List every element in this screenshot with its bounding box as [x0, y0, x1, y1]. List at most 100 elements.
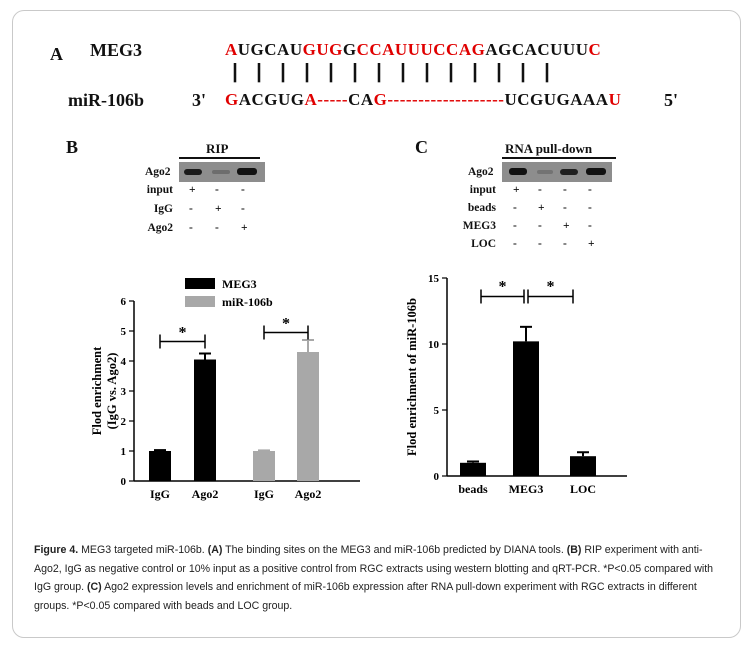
pulldown-band-label: Ago2: [468, 166, 494, 178]
rip-blot-image: [179, 162, 265, 182]
y-tick-label: 3: [121, 386, 127, 398]
meg3-segment: UGCAU: [237, 40, 303, 59]
figure-caption: Figure 4. MEG3 targeted miR-106b. (A) Th…: [34, 541, 720, 615]
panel-c-letter: C: [415, 137, 428, 157]
significance-star: *: [179, 325, 187, 342]
mir106b-segment: U: [608, 90, 622, 109]
rip-row-label: input: [146, 184, 173, 196]
pulldown-lane-mark: -: [513, 220, 517, 232]
y-tick-label: 1: [121, 446, 127, 458]
mir106b-segment: ACGUG: [238, 90, 305, 109]
pulldown-lane-mark: -: [588, 202, 592, 214]
bar: [253, 451, 275, 481]
pulldown-row-label: beads: [467, 202, 496, 214]
y-tick-label: 10: [428, 339, 440, 351]
meg3-segment: C: [588, 40, 602, 59]
rip-row-label: Ago2: [147, 222, 173, 234]
bar: [149, 451, 171, 481]
pulldown-lane-mark: +: [563, 220, 570, 232]
y-tick-label: 5: [434, 405, 440, 417]
meg3-label: MEG3: [90, 40, 142, 60]
mir106b-segment: G-------------------: [373, 90, 505, 109]
caption-label-a: (A): [207, 544, 223, 556]
y-axis-title: Flod enrichment(IgG vs. Ago2): [90, 346, 119, 435]
meg3-sequence: AUGCAUGUGGCCAUUUCCAGAGCACUUUC: [225, 40, 601, 60]
bar: [460, 462, 486, 476]
rip-enrichment-chart: 0 1 2 3 4 5 6 Flod enrichment(IgG vs. Ago2) IgG A…: [90, 277, 360, 501]
bar: [194, 359, 216, 481]
pulldown-lane-mark: -: [538, 184, 542, 196]
x-tick-label: Ago2: [295, 487, 322, 501]
caption-text-4: Ago2 expression levels and enrichment of…: [34, 581, 697, 612]
meg3-segment: C: [356, 40, 370, 59]
significance-star: *: [282, 316, 290, 333]
significance-star: *: [499, 278, 507, 295]
pulldown-title-rule: [502, 157, 616, 159]
pulldown-row-label: LOC: [471, 238, 496, 250]
meg3-segment: CAUUUCCAG: [369, 40, 486, 59]
legend-label: miR-106b: [222, 295, 273, 309]
rip-blot-title: RIP: [206, 141, 229, 156]
pulldown-blot-image: [502, 162, 612, 182]
x-tick-label: LOC: [570, 482, 596, 496]
caption-figure-label: Figure 4.: [34, 544, 79, 556]
rip-band-label: Ago2: [145, 166, 171, 178]
y-axis-title-line: Flod enrichment: [90, 346, 104, 435]
y-tick-label: 0: [434, 471, 440, 483]
pulldown-row-label: MEG3: [462, 220, 496, 232]
pulldown-lane-mark: -: [588, 184, 592, 196]
x-tick-label: beads: [458, 482, 488, 496]
x-tick-label: MEG3: [509, 482, 544, 496]
pulldown-blot-title: RNA pull-down: [505, 141, 593, 156]
bar: [570, 456, 596, 476]
bar: [297, 352, 319, 481]
mir106b-sequence: GACGUGA-----CAG-------------------UCGUGA…: [225, 90, 621, 110]
mir106b-segment: A-----: [304, 90, 349, 109]
rip-lane-mark: -: [189, 203, 193, 215]
rip-lane-mark: -: [241, 184, 245, 196]
pulldown-lane-mark: -: [538, 220, 542, 232]
base-pairing-marks: | | | | | | | | | | | | | |: [229, 62, 554, 85]
x-tick-label: Ago2: [192, 487, 219, 501]
mir-3prime-label: 3': [192, 90, 207, 110]
mir106b-label: miR-106b: [68, 90, 144, 110]
legend-label: MEG3: [222, 277, 257, 291]
mir106b-segment: CA: [348, 90, 374, 109]
pulldown-lane-mark: -: [513, 202, 517, 214]
meg3-segment: AGCACUUU: [485, 40, 589, 59]
x-tick-label: IgG: [254, 487, 274, 501]
meg3-segment: A: [225, 40, 238, 59]
rip-lane-mark: -: [215, 222, 219, 234]
significance-star: *: [547, 278, 555, 295]
pulldown-row-label: input: [469, 184, 496, 196]
rip-lane-mark: +: [241, 222, 248, 234]
pulldown-lane-mark: +: [538, 202, 545, 214]
pulldown-lane-mark: +: [588, 238, 595, 250]
panel-a-letter: A: [50, 44, 63, 64]
caption-text-2: The binding sites on the MEG3 and miR-10…: [222, 544, 567, 556]
y-axis-title: Flod enrichment of miR-106b: [405, 298, 419, 456]
rip-lane-mark: -: [215, 184, 219, 196]
y-tick-label: 15: [428, 273, 440, 285]
rip-band-igg: [212, 170, 230, 174]
pulldown-lane-mark: -: [538, 238, 542, 250]
rip-lane-mark: -: [189, 222, 193, 234]
y-tick-label: 4: [121, 356, 127, 368]
figure-frame: [12, 10, 741, 638]
pulldown-lane-mark: -: [563, 202, 567, 214]
meg3-segment: G: [342, 40, 357, 59]
pulldown-band-beads: [537, 170, 553, 174]
caption-text-1: MEG3 targeted miR-106b.: [78, 544, 208, 556]
panel-b-letter: B: [66, 137, 79, 157]
bar: [513, 341, 539, 476]
meg3-segment: GUG: [302, 40, 343, 59]
rip-lane-mark: +: [189, 184, 196, 196]
rip-title-rule: [179, 157, 260, 159]
pulldown-lane-mark: -: [563, 184, 567, 196]
rip-lane-mark: -: [241, 203, 245, 215]
pulldown-band-input: [509, 168, 527, 175]
pulldown-band-meg3: [560, 169, 578, 175]
pulldown-lane-mark: -: [588, 220, 592, 232]
rip-band-input: [184, 169, 202, 175]
y-axis-title-line: (IgG vs. Ago2): [105, 353, 119, 430]
